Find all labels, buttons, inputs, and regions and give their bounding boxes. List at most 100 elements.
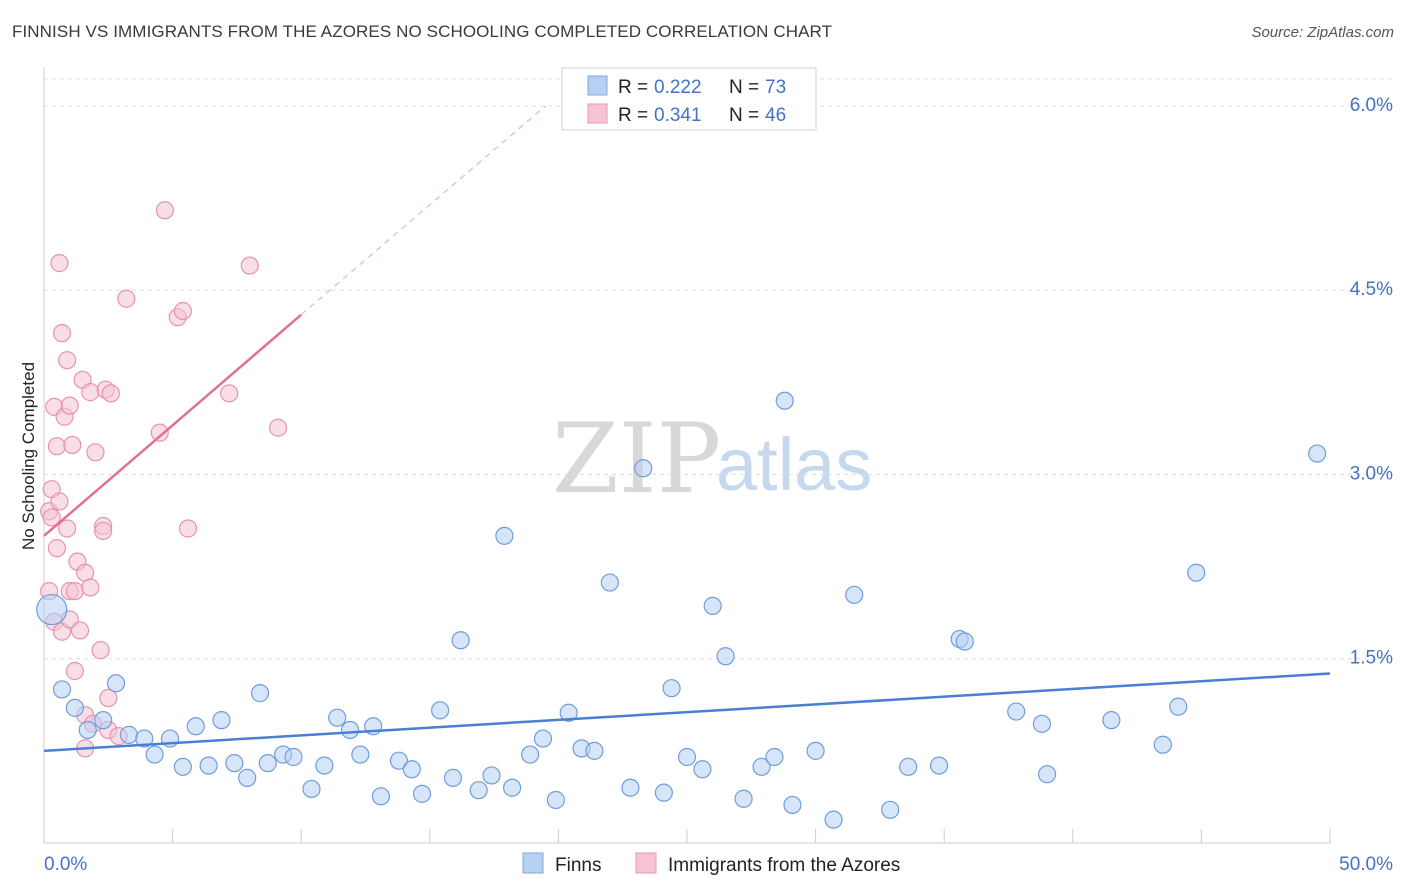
finns-point-65 (1007, 702, 1026, 721)
finns-point-57 (806, 741, 825, 760)
finns-point-59 (845, 585, 864, 604)
azores-point-7 (47, 539, 66, 558)
finns-point-60 (881, 800, 900, 819)
finns-point-3 (78, 720, 97, 740)
finns-point-2 (65, 698, 84, 717)
finns-point-52 (734, 789, 753, 808)
azores-point-37 (101, 384, 120, 403)
finns-point-46 (654, 783, 673, 802)
azores-point-28 (81, 383, 100, 402)
finns-point-36 (503, 778, 522, 797)
finns-point-24 (351, 745, 370, 764)
y-tick-labels: 1.5% 3.0% 4.5% 6.0% (1350, 95, 1393, 669)
finns-point-5 (106, 674, 126, 693)
source-label: Source: ZipAtlas.com (1251, 24, 1394, 41)
finns-point-32 (451, 631, 470, 650)
azores-point-9 (50, 254, 69, 273)
finns-point-33 (469, 781, 488, 800)
azores-point-20 (65, 661, 84, 681)
azores-point-39 (117, 289, 136, 308)
azores-point-2 (42, 508, 61, 527)
y-tick-label-2: 4.5% (1350, 279, 1393, 300)
azores-point-41 (155, 201, 174, 220)
legend-r-label-azores: R = (618, 105, 648, 126)
y-tick-label-3: 6.0% (1350, 95, 1393, 116)
azores-point-13 (58, 351, 77, 370)
axes (43, 67, 1331, 844)
finns-point-39 (546, 790, 565, 810)
finns-point-30 (430, 701, 450, 720)
x-tick-label-max: 50.0% (1339, 854, 1393, 875)
finns-point-20 (302, 779, 321, 799)
finns-point-42 (585, 741, 604, 760)
finns-point-54 (765, 747, 784, 767)
finns-point-12 (199, 756, 218, 775)
azores-point-30 (86, 443, 105, 462)
finns-point-35 (495, 526, 514, 545)
azores-point-22 (70, 621, 90, 640)
finns-point-70 (1169, 697, 1188, 716)
finns-point-50 (703, 596, 722, 615)
x-tick-label-min: 0.0% (44, 854, 87, 875)
bottom-legend-swatch-azores (635, 852, 657, 874)
finns-point-67 (1037, 765, 1057, 784)
finns-point-53 (752, 757, 771, 776)
finns-trend-line (43, 672, 1331, 753)
finns-point-29 (412, 784, 432, 803)
azores-point-36 (99, 688, 118, 708)
finns-point-43 (600, 573, 619, 592)
series-legend: Finns Immigrants from the Azores (522, 852, 900, 876)
azores-trend-extension (300, 105, 546, 316)
chart-title: FINNISH VS IMMIGRANTS FROM THE AZORES NO… (12, 22, 833, 41)
azores-point-43 (173, 301, 192, 321)
azores-point-46 (240, 256, 259, 275)
finns-point-14 (225, 754, 244, 773)
series-finns-points (36, 391, 1327, 829)
finns-point-69 (1153, 735, 1172, 754)
x-tick-labels: 0.0% 50.0% (44, 854, 1393, 875)
finns-point-10 (173, 757, 192, 776)
legend-swatch-finns (587, 75, 608, 96)
y-axis-title: No Schooling Completed (19, 362, 38, 550)
finns-point-28 (402, 760, 421, 779)
watermark-zip: ZIP (552, 403, 721, 515)
finns-point-7 (135, 729, 154, 748)
legend-r-value-azores: 0.341 (654, 105, 702, 126)
azores-point-27 (81, 578, 100, 597)
finns-point-19 (284, 747, 303, 767)
legend-n-label-azores: N = (729, 105, 759, 126)
finns-point-27 (389, 751, 409, 770)
finns-point-58 (824, 810, 843, 829)
finns-point-68 (1102, 711, 1121, 730)
finns-point-16 (250, 684, 270, 703)
finns-point-47 (662, 679, 681, 698)
finns-point-49 (693, 760, 712, 779)
y-tick-label-1: 3.0% (1350, 463, 1393, 484)
azores-point-6 (47, 437, 66, 456)
finns-point-38 (533, 729, 553, 748)
azores-point-17 (60, 396, 79, 415)
finns-point-45 (634, 459, 653, 478)
azores-point-14 (58, 519, 77, 538)
bottom-legend-label-azores: Immigrants from the Azores (668, 855, 900, 876)
finns-point-48 (677, 747, 697, 767)
azores-point-44 (178, 519, 198, 538)
finns-point-64 (955, 632, 974, 651)
finns-point-26 (371, 787, 391, 806)
watermark-atlas: atlas (716, 423, 872, 506)
finns-point-61 (899, 757, 918, 776)
azores-point-45 (220, 384, 239, 403)
legend-r-value-finns: 0.222 (654, 77, 702, 98)
finns-point-72 (1308, 444, 1327, 463)
finns-point-55 (775, 391, 794, 410)
azores-point-19 (65, 582, 84, 601)
azores-point-18 (63, 435, 82, 455)
finns-point-6 (119, 725, 138, 744)
azores-point-11 (52, 324, 72, 343)
finns-point-62 (929, 756, 949, 775)
finns-point-40 (559, 703, 578, 722)
azores-point-31 (91, 641, 110, 660)
trend-lines (43, 105, 1331, 753)
finns-point-44 (621, 778, 640, 797)
